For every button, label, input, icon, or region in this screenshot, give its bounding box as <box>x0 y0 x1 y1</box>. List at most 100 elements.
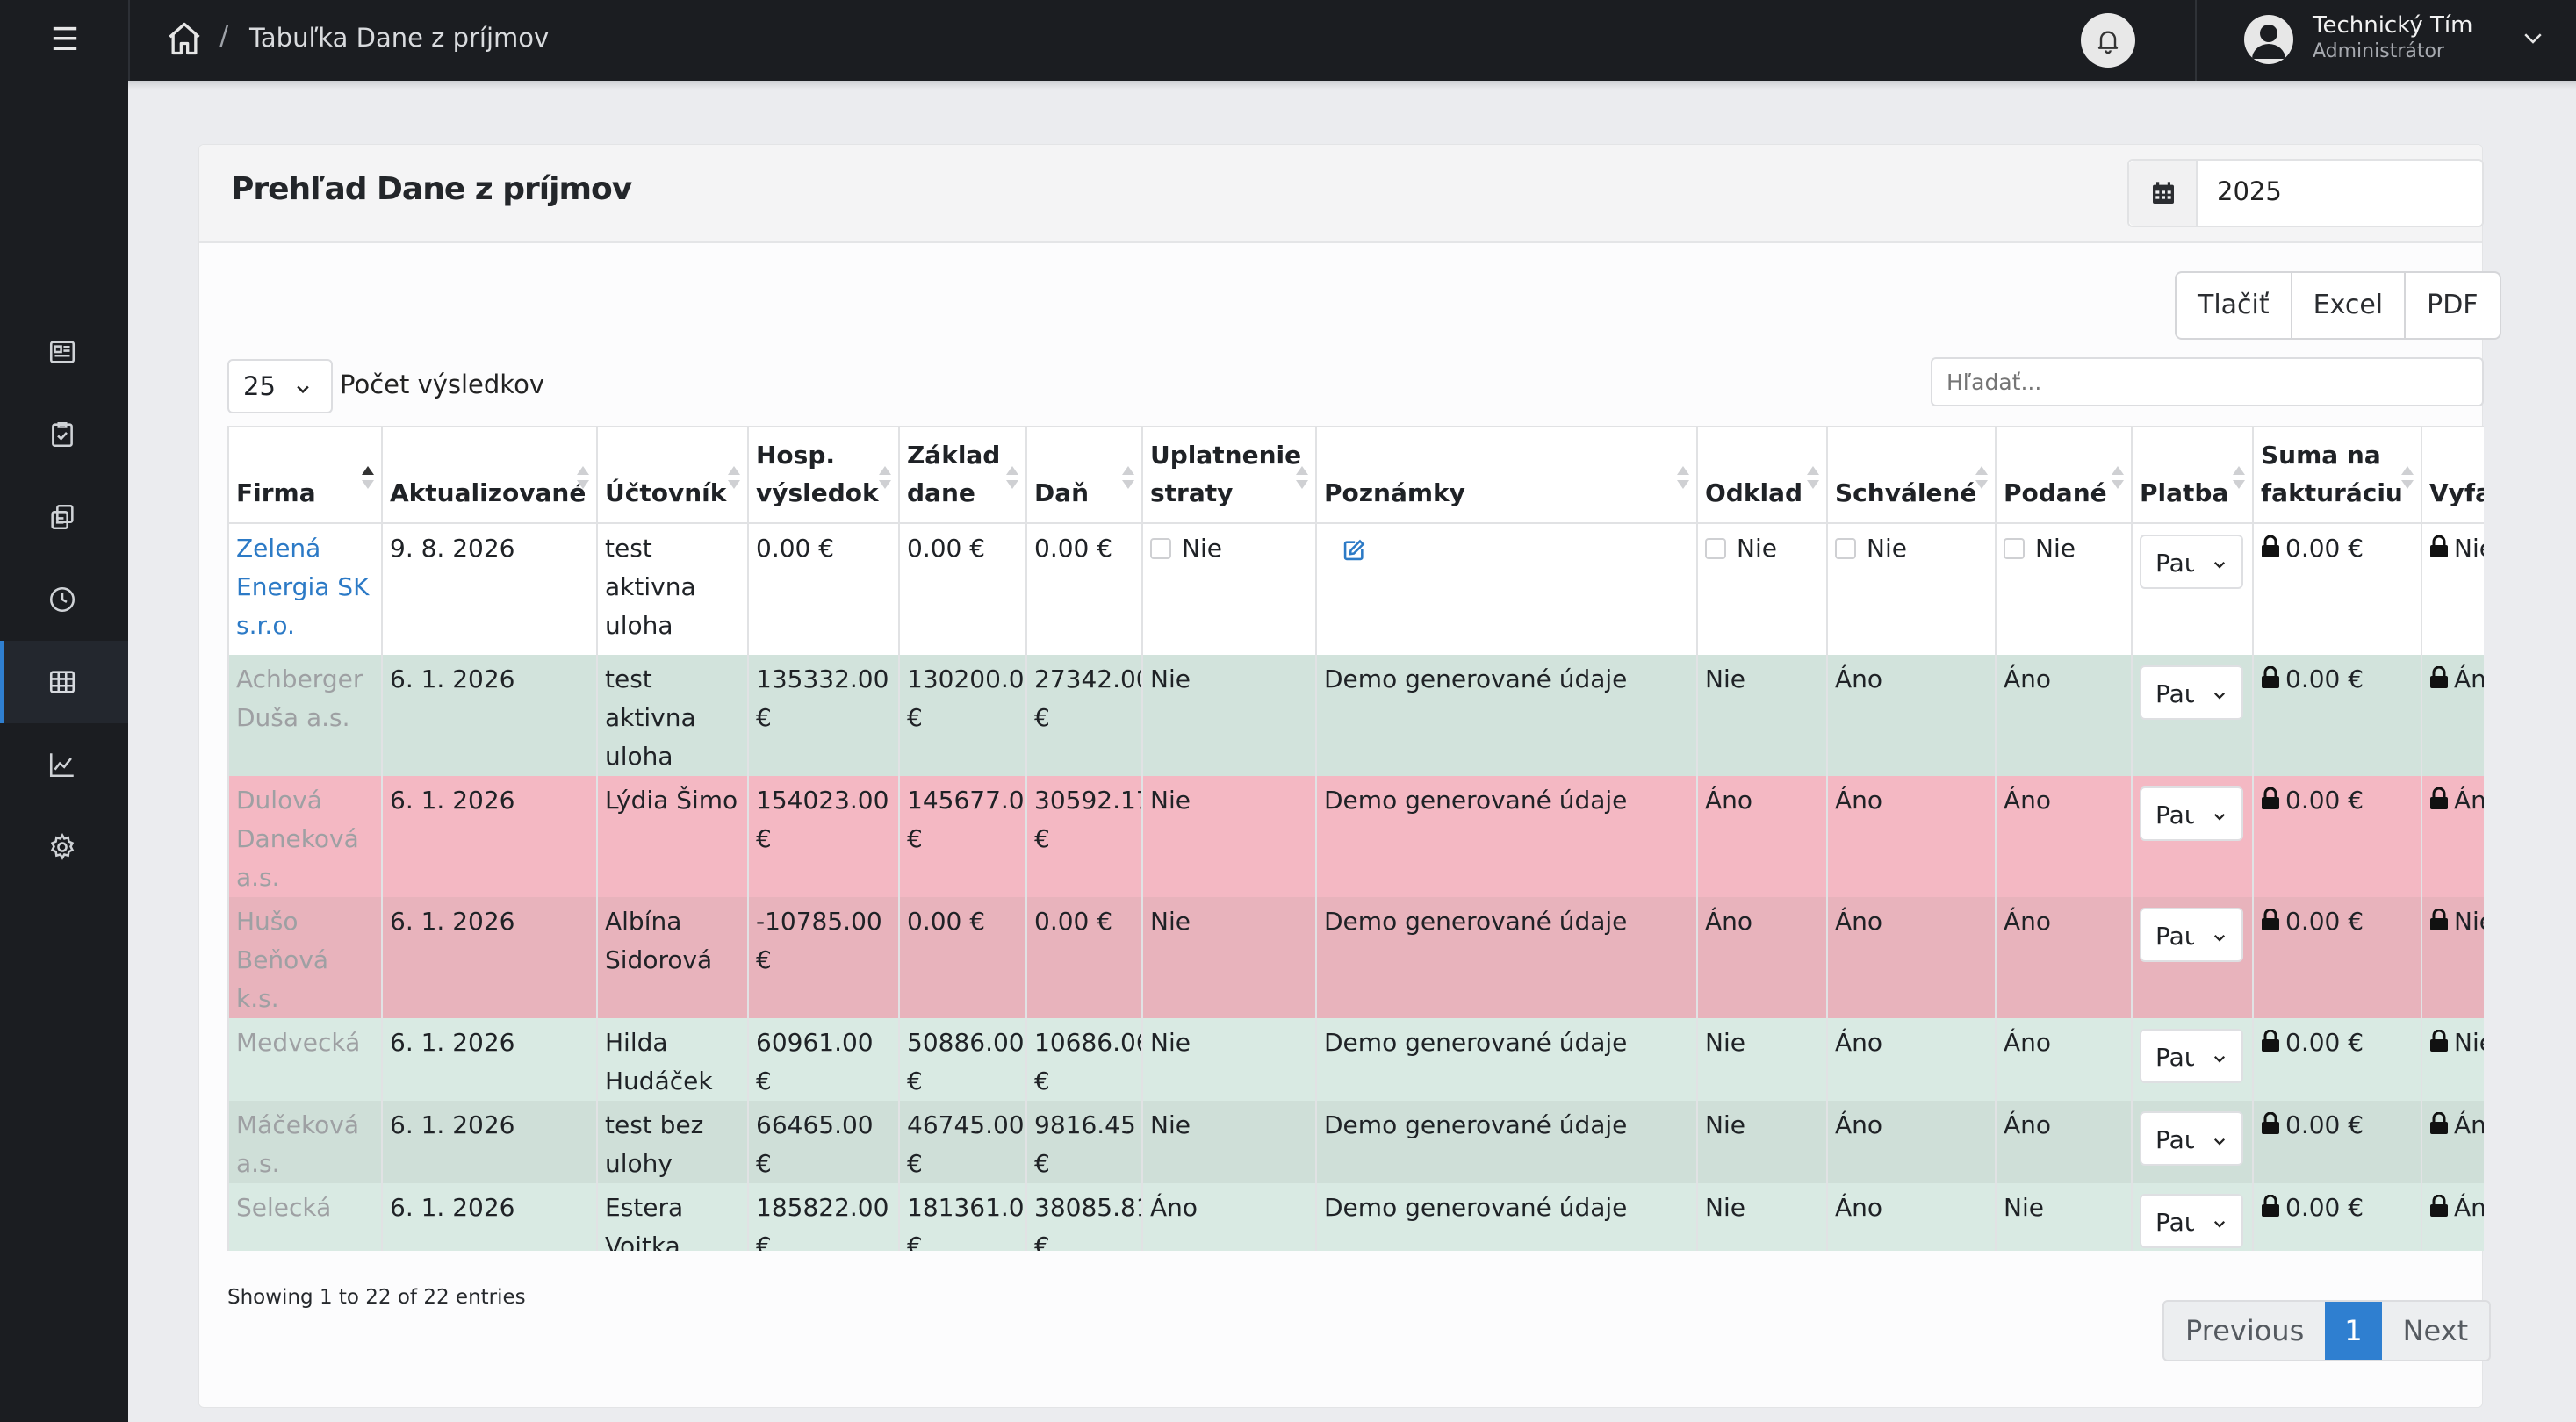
pdf-button[interactable]: PDF <box>2427 290 2479 320</box>
line-chart-icon <box>49 753 74 778</box>
home-icon[interactable] <box>165 19 204 58</box>
result-cell: 0.00 € <box>747 523 900 655</box>
next-page-button[interactable]: Next <box>2402 1314 2469 1347</box>
notifications-button[interactable] <box>2081 13 2135 68</box>
approved-checkbox[interactable] <box>1835 538 1856 559</box>
updated-cell: 6. 1. 2026 <box>381 655 598 776</box>
excel-button[interactable]: Excel <box>2292 273 2407 338</box>
top-bar: ☰ / Tabuľka Dane z príjmov Technický Tím… <box>0 0 2576 81</box>
sort-icon <box>2401 466 2414 492</box>
calendar-icon-button[interactable] <box>2129 161 2198 226</box>
sort-icon <box>728 466 740 492</box>
loss-checkbox[interactable] <box>1150 538 1171 559</box>
sidebar <box>0 81 128 1422</box>
payment-select[interactable]: Pau <box>2140 1029 2243 1083</box>
sort-icon <box>2112 466 2124 492</box>
sort-icon <box>1006 466 1018 492</box>
chevron-down-icon <box>2213 934 2226 942</box>
deferral-checkbox[interactable] <box>1705 538 1726 559</box>
sidebar-item-history[interactable] <box>0 558 128 641</box>
tax-cell: 0.00 € <box>1025 523 1143 655</box>
column-header-filed[interactable]: Podané <box>1995 426 2133 524</box>
column-header-notes[interactable]: Poznámky <box>1315 426 1698 524</box>
company-link[interactable]: Zelená Energia SK s.r.o. <box>236 534 370 640</box>
notes-cell: Demo generované údaje <box>1315 776 1698 897</box>
notes-cell: Demo generované údaje <box>1315 1101 1698 1183</box>
base-cell: 0.00 € <box>898 897 1027 1018</box>
company-link[interactable]: Máčeková a.s. <box>236 1110 360 1178</box>
column-header-payment[interactable]: Platba <box>2131 426 2254 524</box>
pagination: Previous 1 Next <box>2162 1300 2492 1361</box>
result-cell: 66465.00 € <box>747 1101 900 1183</box>
sidebar-item-settings[interactable] <box>0 806 128 888</box>
chevron-down-icon[interactable] <box>2520 25 2546 51</box>
column-header-approved[interactable]: Schválené <box>1826 426 1997 524</box>
user-name[interactable]: Technický Tím <box>2313 12 2473 39</box>
payment-select[interactable]: Pau <box>2140 535 2243 589</box>
gear-icon <box>50 833 75 860</box>
lock-icon <box>2262 1112 2279 1134</box>
card-header: Prehľad Dane z príjmov 2025 <box>199 145 2484 243</box>
company-link[interactable]: Selecká <box>236 1193 332 1222</box>
hamburger-menu-icon[interactable]: ☰ <box>50 22 80 58</box>
sidebar-item-documents[interactable] <box>0 476 128 558</box>
payment-select[interactable]: Pau <box>2140 1194 2243 1248</box>
payment-select[interactable]: Pau <box>2140 786 2243 841</box>
result-cell: 135332.00 € <box>747 655 900 776</box>
sidebar-item-reports[interactable] <box>0 723 128 806</box>
column-header-accountant[interactable]: Účtovník <box>596 426 749 524</box>
previous-page-button[interactable]: Previous <box>2185 1314 2305 1347</box>
company-link[interactable]: Medvecká <box>236 1028 361 1057</box>
filed-checkbox[interactable] <box>2004 538 2025 559</box>
sidebar-item-news[interactable] <box>0 311 128 393</box>
vyfa-value: Nie <box>2454 534 2484 563</box>
sort-icon <box>577 466 589 492</box>
column-header-base[interactable]: Základ dane <box>898 426 1027 524</box>
year-picker[interactable]: 2025 <box>2127 159 2484 227</box>
approved-cell: Áno <box>1826 776 1997 897</box>
approved-value: Nie <box>1867 534 1907 563</box>
search-input[interactable] <box>1931 357 2484 406</box>
loss-cell: Nie <box>1141 1101 1317 1183</box>
accountant-cell: test bez ulohy <box>596 1101 749 1183</box>
lock-icon <box>2262 535 2279 557</box>
company-link[interactable]: Hušo Beňová k.s. <box>236 907 329 1013</box>
page-length-select[interactable]: 25 <box>227 359 333 413</box>
table-row: Zelená Energia SK s.r.o. 9. 8. 2026 test… <box>227 523 2484 655</box>
column-header-updated[interactable]: Aktualizované <box>381 426 598 524</box>
column-header-invoice-sum[interactable]: Suma na fakturáciu <box>2252 426 2422 524</box>
company-link[interactable]: Achberger Duša a.s. <box>236 664 363 732</box>
sidebar-item-tasks[interactable] <box>0 393 128 476</box>
user-avatar-icon[interactable] <box>2244 15 2293 64</box>
column-header-firma[interactable]: Firma <box>227 426 383 524</box>
chevron-down-icon <box>2213 1138 2226 1146</box>
payment-select[interactable]: Pau <box>2140 665 2243 720</box>
tax-cell: 38085.81 € <box>1025 1183 1143 1251</box>
table-row: Medvecká 6. 1. 2026 Hilda Hudáček 60961.… <box>227 1018 2484 1101</box>
payment-select[interactable]: Pau <box>2140 1111 2243 1166</box>
print-button[interactable]: Tlačiť <box>2177 273 2292 338</box>
page-1-button[interactable]: 1 <box>2325 1302 2382 1360</box>
year-input[interactable]: 2025 <box>2217 176 2282 206</box>
updated-cell: 6. 1. 2026 <box>381 776 598 897</box>
loss-cell: Nie <box>1141 655 1317 776</box>
sort-icon <box>879 466 891 492</box>
table-grid-icon <box>49 671 76 693</box>
column-header-deferral[interactable]: Odklad <box>1696 426 1828 524</box>
divider <box>2195 0 2197 81</box>
company-link[interactable]: Dulová Daneková a.s. <box>236 786 359 892</box>
column-header-loss[interactable]: Uplatnenie straty <box>1141 426 1317 524</box>
updated-cell: 9. 8. 2026 <box>381 523 598 655</box>
tax-cell: 0.00 € <box>1025 897 1143 1018</box>
sort-icon <box>2233 466 2245 492</box>
edit-note-icon[interactable] <box>1342 538 1366 563</box>
approved-cell: Áno <box>1826 1101 1997 1183</box>
sidebar-item-tables[interactable] <box>0 641 128 723</box>
filed-cell: Áno <box>1995 1101 2133 1183</box>
column-header-vyfa[interactable]: Vyfa <box>2421 426 2484 524</box>
lock-icon <box>2262 666 2279 688</box>
column-header-result[interactable]: Hosp. výsledok <box>747 426 900 524</box>
column-header-tax[interactable]: Daň <box>1025 426 1143 524</box>
deferral-cell: Áno <box>1696 897 1828 1018</box>
payment-select[interactable]: Pau <box>2140 908 2243 962</box>
